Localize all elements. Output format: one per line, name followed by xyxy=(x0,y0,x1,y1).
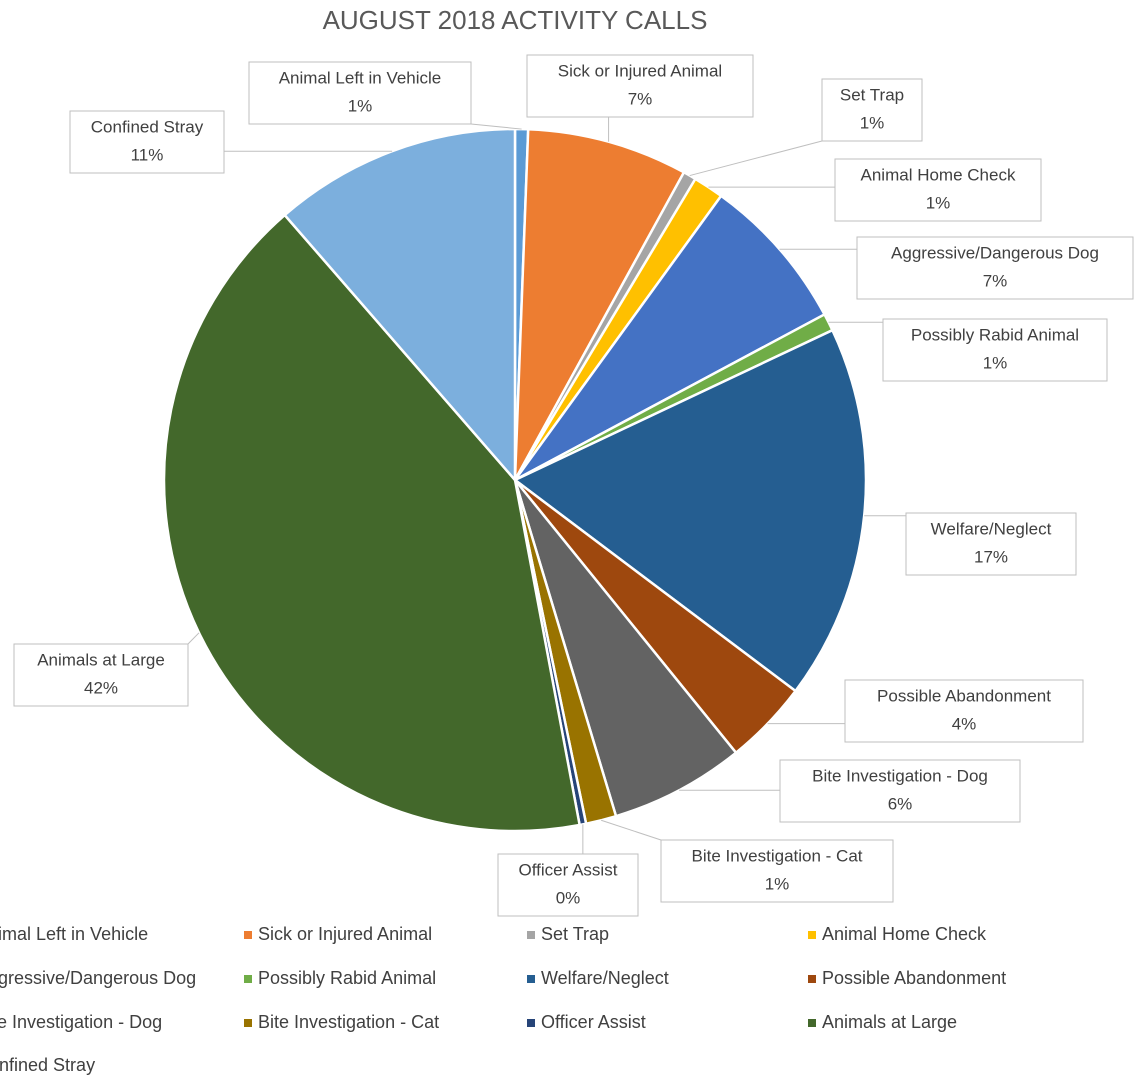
data-label-name: Welfare/Neglect xyxy=(931,519,1052,538)
legend-label: Confined Stray xyxy=(0,1055,95,1075)
data-label-value: 17% xyxy=(974,547,1008,566)
legend-label: Bite Investigation - Dog xyxy=(0,1012,162,1032)
data-label-name: Aggressive/Dangerous Dog xyxy=(891,243,1099,262)
pie-slice xyxy=(513,194,827,482)
label-box xyxy=(13,643,189,707)
legend-label: Welfare/Neglect xyxy=(541,968,669,988)
legend-swatch xyxy=(527,1019,535,1027)
label-box xyxy=(526,54,754,118)
data-label-name: Animal Left in Vehicle xyxy=(279,68,442,87)
legend-label: Aggressive/Dangerous Dog xyxy=(0,968,196,988)
label-box xyxy=(821,78,923,142)
label-box xyxy=(660,839,894,903)
legend-label: Animal Left in Vehicle xyxy=(0,924,148,944)
legend-label: Sick or Injured Animal xyxy=(258,924,432,944)
pie-slice xyxy=(162,213,582,833)
data-label-value: 0% xyxy=(556,888,581,907)
data-label-name: Animals at Large xyxy=(37,650,165,669)
data-label-value: 1% xyxy=(860,113,885,132)
legend-label: Bite Investigation - Cat xyxy=(258,1012,439,1032)
data-label-value: 6% xyxy=(888,794,913,813)
legend-swatch xyxy=(808,931,816,939)
label-box xyxy=(497,853,639,917)
legend-swatch xyxy=(244,975,252,983)
legend-swatch xyxy=(808,975,816,983)
pie-slice xyxy=(282,127,517,484)
data-label-value: 1% xyxy=(926,193,951,212)
data-label-name: Animal Home Check xyxy=(861,165,1016,184)
label-box xyxy=(834,158,1042,222)
data-label-value: 42% xyxy=(84,678,118,697)
data-label-name: Set Trap xyxy=(840,85,904,104)
label-box xyxy=(856,236,1134,300)
legend-label: Set Trap xyxy=(541,924,609,944)
data-label-name: Bite Investigation - Cat xyxy=(691,846,862,865)
data-label-name: Possibly Rabid Animal xyxy=(911,325,1079,344)
legend-label: Animal Home Check xyxy=(822,924,987,944)
data-label-value: 4% xyxy=(952,714,977,733)
leader-line xyxy=(689,140,823,177)
label-box xyxy=(882,318,1108,382)
pie-slice xyxy=(513,479,738,818)
legend-label: Possibly Rabid Animal xyxy=(258,968,436,988)
legend-swatch xyxy=(527,931,535,939)
data-label-value: 1% xyxy=(765,874,790,893)
legend-swatch xyxy=(808,1019,816,1027)
data-label-value: 11% xyxy=(131,145,164,164)
pie-slice xyxy=(513,127,686,481)
label-box xyxy=(69,110,225,174)
label-box xyxy=(905,512,1077,576)
legend-swatch xyxy=(244,1019,252,1027)
legend-label: Officer Assist xyxy=(541,1012,646,1032)
data-label-value: 1% xyxy=(983,353,1008,372)
data-label-value: 7% xyxy=(983,271,1008,290)
data-label-name: Confined Stray xyxy=(91,117,204,136)
leader-line xyxy=(470,123,522,130)
data-label-name: Possible Abandonment xyxy=(877,686,1051,705)
label-box xyxy=(844,679,1084,743)
data-label-name: Sick or Injured Animal xyxy=(558,61,722,80)
legend-swatch xyxy=(527,975,535,983)
data-label-value: 7% xyxy=(628,89,653,108)
legend-label: Possible Abandonment xyxy=(822,968,1006,988)
leader-line xyxy=(600,819,662,841)
data-label-name: Bite Investigation - Dog xyxy=(812,766,988,785)
label-box xyxy=(779,759,1021,823)
legend-swatch xyxy=(244,931,252,939)
chart-title: AUGUST 2018 ACTIVITY CALLS xyxy=(323,5,708,35)
legend-label: Animals at Large xyxy=(822,1012,957,1032)
pie-slice xyxy=(512,328,868,693)
data-label-value: 1% xyxy=(348,96,373,115)
data-label-name: Officer Assist xyxy=(519,860,618,879)
label-box xyxy=(248,61,472,125)
leader-line xyxy=(187,632,200,645)
